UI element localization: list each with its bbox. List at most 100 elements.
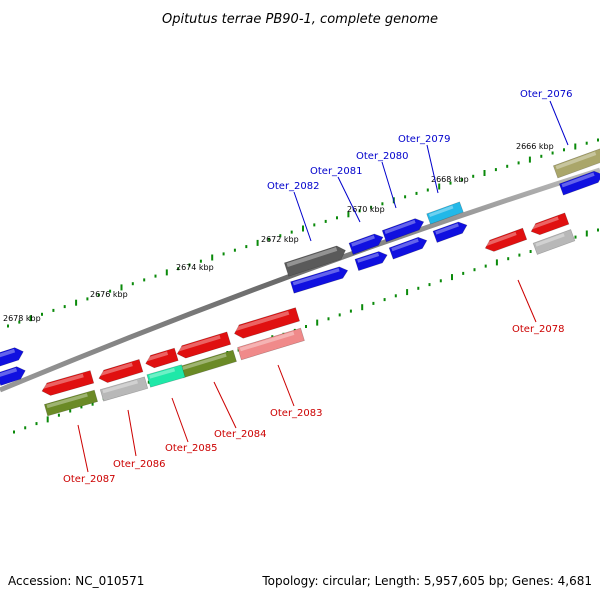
major-tick [585, 230, 588, 237]
minor-tick [13, 430, 15, 434]
minor-tick [372, 301, 375, 305]
gene-forward [0, 347, 24, 367]
minor-tick [24, 426, 27, 430]
minor-tick [517, 161, 520, 165]
gene-oter-2085 [146, 364, 186, 388]
gene-label-oter-2082: Oter_2082 [267, 181, 320, 192]
gene-label-oter-2076: Oter_2076 [520, 89, 573, 100]
major-tick [347, 211, 350, 218]
minor-tick [529, 250, 532, 253]
gene-forward [388, 236, 428, 260]
major-tick [406, 289, 409, 296]
minor-tick [473, 268, 476, 272]
major-tick [120, 284, 123, 291]
minor-tick [199, 259, 202, 263]
gene-reverse [532, 229, 576, 255]
gene-forward [290, 266, 349, 294]
minor-tick [394, 294, 397, 298]
minor-tick [245, 245, 248, 249]
gene-label-oter-2079: Oter_2079 [398, 134, 451, 145]
leader-line [337, 176, 361, 223]
minor-tick [154, 274, 157, 278]
gene-label-oter-2086: Oter_2086 [113, 459, 166, 470]
minor-tick [597, 228, 599, 232]
scale-label: 2676 kbp [90, 290, 128, 299]
minor-tick [97, 293, 100, 297]
leader-line [213, 381, 237, 429]
minor-tick [381, 202, 384, 206]
gene-label-oter-2081: Oter_2081 [310, 166, 363, 177]
minor-tick [279, 234, 282, 238]
minor-tick [313, 223, 316, 227]
minor-tick [109, 289, 112, 293]
minor-tick [305, 325, 307, 328]
minor-tick [574, 235, 577, 239]
minor-tick [563, 148, 565, 152]
gene-forward [558, 170, 600, 196]
genome-info-text: Topology: circular; Length: 5,957,605 bp… [261, 574, 592, 588]
major-tick [302, 225, 304, 232]
minor-tick [338, 313, 341, 317]
minor-tick [336, 216, 338, 220]
gene-forward [0, 366, 26, 386]
gene-oter-2083 [234, 307, 300, 339]
minor-tick [63, 305, 66, 309]
minor-tick [41, 312, 43, 316]
minor-tick [80, 405, 83, 409]
gene-oter-2082 [283, 245, 346, 277]
minor-tick [147, 380, 150, 384]
scale-label: 2668 kbp [431, 175, 469, 184]
major-tick [256, 239, 259, 246]
major-tick [361, 304, 364, 311]
gene-features [0, 147, 600, 417]
major-tick [574, 143, 577, 150]
minor-tick [404, 195, 407, 199]
major-tick [46, 416, 49, 423]
minor-tick [290, 230, 293, 234]
gene-label-oter-2078: Oter_2078 [512, 324, 565, 335]
leader-line [77, 424, 89, 473]
scale-label: 2670 kbp [347, 205, 385, 214]
minor-tick [506, 164, 509, 168]
leader-line [277, 364, 295, 407]
gene-oter-2087 [43, 389, 99, 417]
gene-label-oter-2085: Oter_2085 [165, 443, 218, 454]
leader-line [293, 191, 312, 242]
gene-reverse [176, 331, 232, 359]
minor-tick [449, 181, 452, 185]
gene-reverse [98, 358, 144, 383]
minor-tick [358, 209, 361, 213]
minor-tick [417, 286, 420, 290]
major-tick [451, 274, 453, 281]
gene-label-oter-2080: Oter_2080 [356, 151, 409, 162]
minor-tick [18, 320, 21, 324]
gene-reverse [237, 327, 305, 361]
minor-tick [551, 151, 554, 155]
minor-tick [540, 154, 543, 158]
gene-reverse [41, 370, 95, 396]
minor-tick [324, 219, 327, 223]
gene-oter-2076 [552, 147, 600, 179]
accession-text: Accession: NC_010571 [8, 574, 144, 588]
scale-label: 2666 kbp [516, 142, 554, 151]
minor-tick [349, 309, 352, 313]
minor-tick [585, 141, 588, 145]
minor-tick [494, 168, 497, 172]
label-leaders [77, 100, 569, 473]
minor-tick [439, 279, 442, 283]
minor-tick [188, 263, 191, 267]
minor-tick [327, 317, 330, 321]
major-tick [528, 156, 531, 163]
minor-tick [415, 191, 418, 195]
minor-tick [86, 297, 89, 301]
minor-tick [597, 138, 599, 142]
leader-line [171, 397, 189, 443]
minor-tick [383, 298, 386, 302]
leader-line [381, 161, 397, 209]
minor-tick [507, 257, 510, 261]
gene-oter-2078 [484, 227, 528, 252]
minor-tick [57, 413, 60, 417]
gene-forward [432, 221, 468, 243]
gene-reverse [145, 347, 179, 369]
